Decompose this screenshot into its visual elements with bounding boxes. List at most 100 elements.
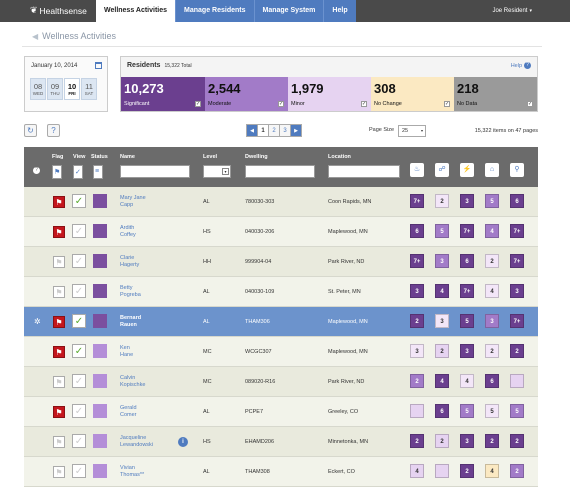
view-checkbox[interactable]: ✓ <box>72 224 86 238</box>
activity-score-walking[interactable] <box>435 464 449 478</box>
view-checkbox[interactable]: ✓ <box>72 434 86 448</box>
table-row[interactable]: ⚑ ✓ Calvin Kopischke MC 089020-R16 Park River,… <box>24 367 538 397</box>
activity-score-location-pin[interactable]: 6 <box>510 194 524 208</box>
day-2[interactable]: 10 FRI <box>64 78 80 100</box>
view-checkbox[interactable]: ✓ <box>72 464 86 478</box>
activity-score-running[interactable]: 4 <box>460 374 474 388</box>
activity-score-bath[interactable]: 3 <box>410 344 424 358</box>
activity-score-running[interactable]: 3 <box>460 434 474 448</box>
header-view[interactable]: View <box>73 154 86 160</box>
activity-score-bath[interactable]: 2 <box>410 314 424 328</box>
page-3-button[interactable]: 3 <box>279 124 291 137</box>
activity-score-bath[interactable]: 2 <box>410 434 424 448</box>
activity-score-running[interactable]: 2 <box>460 464 474 478</box>
table-row[interactable]: ⚑ ✓ Vivian Thomas** AL THAM308 Eckert, CO 4 2 4 2 <box>24 457 538 487</box>
view-checkbox[interactable]: ✓ <box>72 314 86 328</box>
bath-icon[interactable]: ♨ <box>410 163 424 177</box>
segment-checkbox[interactable]: ✓ <box>527 101 533 107</box>
help-button[interactable]: ? <box>47 124 60 137</box>
flag-toggle[interactable]: ⚑ <box>53 226 65 238</box>
table-row[interactable]: ⚑ ✓ Mary Jane Capp AL 780030-303 Coon Rapids, … <box>24 187 538 217</box>
flag-toggle[interactable]: ⚑ <box>53 256 65 268</box>
residents-segment-no-data[interactable]: 218 No Data ✓ <box>454 77 537 111</box>
activity-score-toilet[interactable]: 4 <box>485 284 499 298</box>
calendar-icon[interactable] <box>95 62 102 69</box>
activity-score-toilet[interactable]: 4 <box>485 464 499 478</box>
brand-logo[interactable]: ❦ Healthsense <box>0 0 96 22</box>
name-filter-input[interactable] <box>120 165 190 178</box>
activity-score-toilet[interactable]: 3 <box>485 314 499 328</box>
activity-score-toilet[interactable]: 2 <box>485 434 499 448</box>
activity-score-toilet[interactable]: 2 <box>485 254 499 268</box>
day-1[interactable]: 09 THU <box>47 78 63 100</box>
tab-wellness-activities[interactable]: Wellness Activities <box>96 0 176 22</box>
header-flag[interactable]: Flag <box>52 154 64 160</box>
activity-score-running[interactable]: 3 <box>460 344 474 358</box>
gear-icon[interactable]: ✲ <box>34 317 41 326</box>
view-filter[interactable]: ✓ <box>73 165 83 179</box>
activity-score-bath[interactable]: 2 <box>410 374 424 388</box>
segment-checkbox[interactable]: ✓ <box>278 101 284 107</box>
flag-toggle[interactable]: ⚑ <box>53 466 65 478</box>
flag-toggle[interactable]: ⚑ <box>53 316 65 328</box>
resident-name[interactable]: Vivian Thomas** <box>120 465 144 479</box>
table-row[interactable]: ⚑ ✓ Ardith Coffey HS 040030-206 Maplewood, MN 6… <box>24 217 538 247</box>
residents-segment-minor[interactable]: 1,979 Minor ✓ <box>288 77 371 111</box>
activity-score-location-pin[interactable]: 3 <box>510 284 524 298</box>
activity-score-walking[interactable]: 4 <box>435 284 449 298</box>
activity-score-bath[interactable]: 4 <box>410 464 424 478</box>
resident-name[interactable]: Jacqueline Lewandowski <box>120 435 153 449</box>
activity-score-running[interactable]: 3 <box>460 194 474 208</box>
activity-score-bath[interactable]: 7+ <box>410 194 424 208</box>
activity-score-bath[interactable] <box>410 404 424 418</box>
walking-icon[interactable]: ☍ <box>435 163 449 177</box>
flag-toggle[interactable]: ⚑ <box>53 376 65 388</box>
activity-score-location-pin[interactable]: 7+ <box>510 314 524 328</box>
activity-score-location-pin[interactable]: 2 <box>510 344 524 358</box>
activity-score-walking[interactable]: 2 <box>435 434 449 448</box>
residents-segment-moderate[interactable]: 2,544 Moderate ✓ <box>205 77 288 111</box>
activity-score-walking[interactable]: 5 <box>435 224 449 238</box>
activity-score-location-pin[interactable]: 5 <box>510 404 524 418</box>
activity-score-walking[interactable]: 3 <box>435 314 449 328</box>
activity-score-bath[interactable]: 7+ <box>410 254 424 268</box>
view-checkbox[interactable]: ✓ <box>72 194 86 208</box>
toilet-icon[interactable]: ⌂ <box>485 163 499 177</box>
activity-score-running[interactable]: 7+ <box>460 224 474 238</box>
day-3[interactable]: 11 SAT <box>81 78 97 100</box>
activity-score-location-pin[interactable]: 2 <box>510 464 524 478</box>
resident-name[interactable]: Gerald Comer <box>120 405 137 419</box>
activity-score-toilet[interactable]: 4 <box>485 224 499 238</box>
activity-score-running[interactable]: 5 <box>460 314 474 328</box>
table-row[interactable]: ⚑ ✓ Gerald Comer AL PCPE7 Greeley, CO 6 5 5 5 <box>24 397 538 427</box>
resident-name[interactable]: Clarie Hagerty <box>120 255 139 269</box>
header-dwelling[interactable]: Dwelling <box>245 154 268 160</box>
running-icon[interactable]: ⚡ <box>460 163 474 177</box>
resident-name[interactable]: Betty Pogreba <box>120 285 141 299</box>
activity-score-running[interactable]: 7+ <box>460 284 474 298</box>
activity-score-walking[interactable]: 4 <box>435 374 449 388</box>
activity-score-location-pin[interactable] <box>510 374 524 388</box>
resident-name[interactable]: Mary Jane Capp <box>120 195 146 209</box>
refresh-button[interactable]: ↻ <box>24 124 37 137</box>
activity-score-walking[interactable]: 6 <box>435 404 449 418</box>
next-page-button[interactable]: ▶ <box>290 124 302 137</box>
tab-help[interactable]: Help <box>323 0 356 22</box>
flag-toggle[interactable]: ⚑ <box>53 286 65 298</box>
header-location[interactable]: Location <box>328 154 351 160</box>
location-filter-input[interactable] <box>328 165 400 178</box>
activity-score-toilet[interactable]: 6 <box>485 374 499 388</box>
flag-filter[interactable]: ⚑ <box>52 165 62 179</box>
activity-score-bath[interactable]: 6 <box>410 224 424 238</box>
resident-name[interactable]: Ken Hane <box>120 345 133 359</box>
table-row[interactable]: ⚑ ✓ Clarie Hagerty HH 999904-04 Park River, ND… <box>24 247 538 277</box>
header-status[interactable]: Status <box>91 154 108 160</box>
activity-score-toilet[interactable]: 5 <box>485 194 499 208</box>
user-menu[interactable]: Joe Resident ▾ <box>492 0 570 22</box>
header-name[interactable]: Name <box>120 154 135 160</box>
status-filter[interactable]: ≡ <box>93 165 103 179</box>
activity-score-running[interactable]: 5 <box>460 404 474 418</box>
activity-score-walking[interactable]: 2 <box>435 344 449 358</box>
activity-score-running[interactable]: 6 <box>460 254 474 268</box>
table-row[interactable]: ⚑ ✓ Betty Pogreba AL 040030-109 St. Peter, MN 3… <box>24 277 538 307</box>
